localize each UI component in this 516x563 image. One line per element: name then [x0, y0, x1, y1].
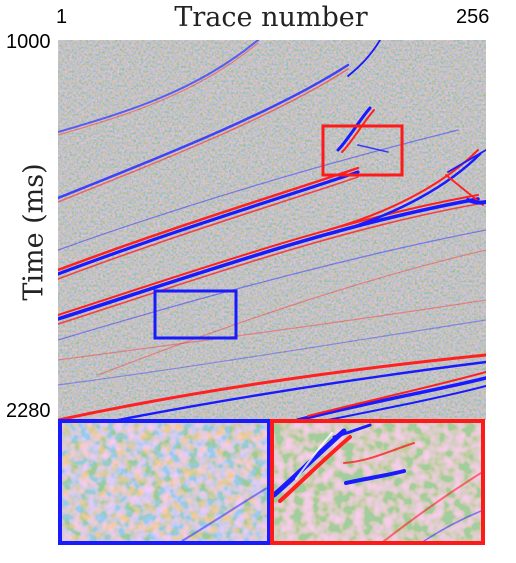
y-tick-top: 1000 — [6, 31, 51, 53]
event-strong-1-blue — [58, 170, 360, 276]
branch-red — [445, 174, 484, 206]
event-4 — [58, 229, 486, 341]
event-bottom-2-blue — [296, 376, 486, 420]
event-1-red — [58, 42, 259, 136]
blue-zoom-svg — [62, 423, 267, 541]
red-zoom-events — [274, 423, 481, 541]
seismic-section — [58, 40, 486, 420]
event-2 — [58, 63, 350, 200]
event-8 — [58, 319, 486, 386]
random-noise-layer-2 — [58, 40, 486, 420]
event-7 — [58, 299, 486, 361]
blue-zoom-event — [181, 487, 267, 541]
diffraction-tail — [357, 144, 389, 153]
y-tick-bottom: 2280 — [6, 400, 51, 422]
diffraction-red — [341, 109, 375, 153]
y-axis-label: Time (ms) — [18, 163, 50, 301]
event-bottom-1-red — [58, 353, 486, 420]
x-tick-right: 256 — [456, 6, 490, 28]
branch-knot — [466, 198, 486, 205]
red-zoom-svg — [274, 423, 481, 541]
event-1 — [58, 40, 259, 133]
event-2-red — [58, 68, 349, 203]
zoom-faint-red — [383, 472, 481, 541]
red-zoom-noise — [274, 423, 481, 541]
x-tick-left: 1 — [56, 6, 68, 28]
event-bottom-1-blue — [116, 360, 486, 420]
diffraction-blue — [336, 106, 372, 152]
event-strong-2-blue — [58, 197, 480, 321]
event-strong-2-red-2 — [58, 203, 479, 325]
blue-highlight-box — [153, 289, 238, 340]
zoom-tail-blue — [344, 469, 406, 485]
event-strong-2-red — [58, 194, 479, 316]
event-strong-1-red — [58, 166, 360, 272]
red-highlight-box — [321, 124, 404, 177]
branch-blue — [447, 149, 486, 173]
event-bottom-2-red — [307, 371, 486, 417]
event-3 — [58, 129, 459, 251]
event-bottom-3-blue — [327, 385, 486, 420]
zoom-tail-red — [343, 442, 415, 464]
zoom-top-blue — [332, 423, 372, 439]
zoom-diffraction-red — [278, 435, 352, 503]
event-5 — [97, 249, 486, 376]
zoom-faint-blue — [423, 510, 481, 541]
event-strong-1-red-2 — [58, 176, 359, 280]
red-box-zoom — [270, 419, 485, 545]
blue-box-zoom — [58, 419, 271, 545]
blue-zoom-noise — [62, 423, 267, 541]
reflection-events — [58, 40, 486, 420]
figure-title: Trace number — [174, 2, 368, 33]
zoom-diffraction-white — [295, 432, 333, 480]
seismic-section-svg — [58, 40, 486, 420]
event-top-right — [347, 40, 381, 77]
event-6-blue — [328, 152, 482, 236]
